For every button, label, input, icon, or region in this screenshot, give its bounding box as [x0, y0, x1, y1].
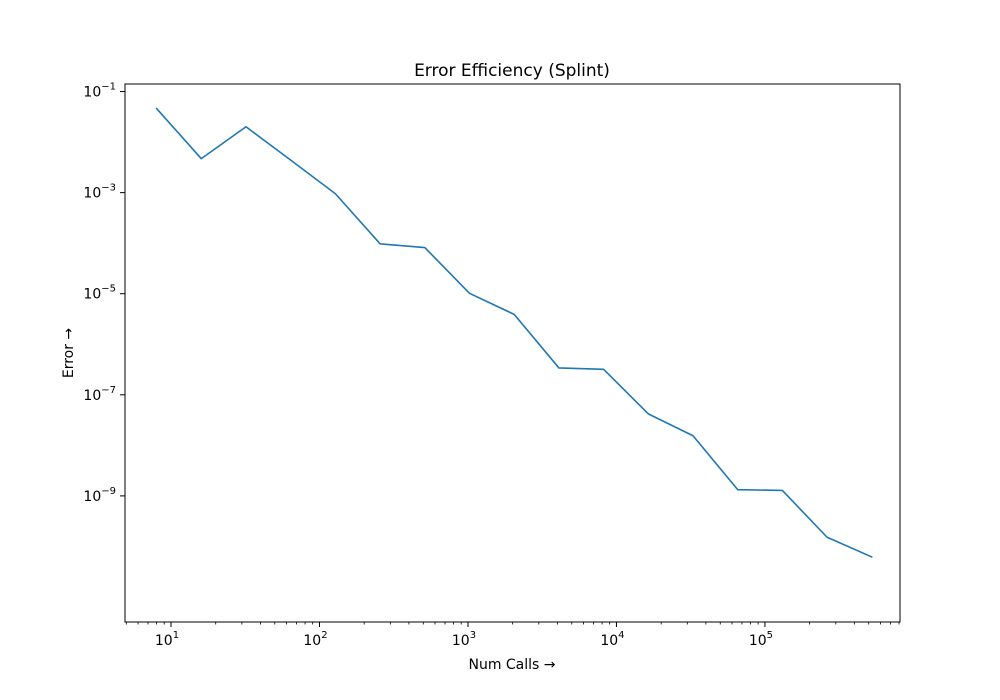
y-tick-label: 10−5: [83, 284, 116, 303]
y-tick-label: 10−1: [83, 82, 116, 101]
y-tick-label: 10−3: [83, 183, 116, 202]
x-axis-label: Num Calls →: [468, 657, 555, 673]
x-tick-label: 103: [452, 630, 476, 649]
y-axis-label: Error →: [61, 328, 77, 379]
y-tick-label: 10−9: [83, 486, 116, 505]
chart-title: Error Efficiency (Splint): [414, 61, 610, 81]
plot-area-frame: [124, 83, 901, 623]
series-layer: [155, 107, 873, 558]
x-minor-ticks: [125, 622, 900, 625]
x-tick-label: 104: [600, 630, 624, 649]
series-line-0: [155, 107, 873, 558]
x-axis-ticks: 101 102 103 104 105: [155, 622, 773, 649]
x-tick-label: 101: [155, 630, 179, 649]
y-axis-ticks: 10−1 10−3 10−5 10−7 10−9: [83, 82, 125, 505]
x-tick-label: 105: [749, 630, 773, 649]
y-tick-label: 10−7: [83, 385, 116, 404]
x-tick-label: 102: [303, 630, 327, 649]
